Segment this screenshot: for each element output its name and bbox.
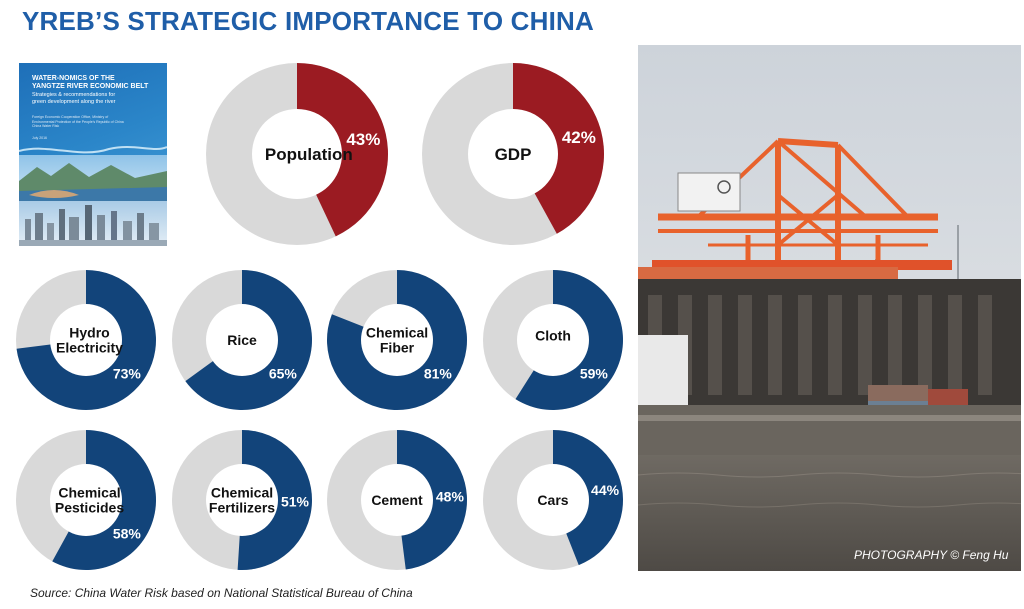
- donut-label-cloth: Cloth: [535, 328, 571, 344]
- donut-label-hydro-electricity: Hydro Electricity: [56, 325, 123, 356]
- donut-label-cement: Cement: [371, 492, 423, 508]
- donut-hole-gdp: [468, 109, 558, 199]
- page-title: YREB’S STRATEGIC IMPORTANCE TO CHINA: [22, 6, 595, 36]
- report-cover-photos: [19, 146, 167, 246]
- donut-value-cars: 44%: [591, 482, 620, 498]
- donut-rice: Rice 65%: [172, 270, 312, 411]
- photo-credit: PHOTOGRAPHY © Feng Hu: [854, 548, 1009, 562]
- donut-chemical-pesticides: Chemical Pesticides 58%: [16, 430, 156, 570]
- donut-cars: Cars 44%: [483, 430, 624, 570]
- donut-chemical-fiber: Chemical Fiber 81%: [326, 270, 467, 410]
- donut-value-population: 43%: [346, 130, 380, 149]
- donut-gdp: GDP 42%: [422, 63, 605, 245]
- donut-cloth: Cloth 59%: [483, 270, 623, 411]
- port-crane-photo: [638, 45, 1021, 571]
- source-note: Source: China Water Risk based on Nation…: [30, 586, 413, 600]
- donut-chemical-fertilizers: Chemical Fertilizers 51%: [172, 430, 312, 570]
- donut-label-chemical-fiber: Chemical Fiber: [366, 325, 428, 356]
- donut-value-cloth: 59%: [580, 366, 609, 382]
- report-cover-image: WATER-NOMICS OF THE YANGTZE RIVER ECONOM…: [19, 63, 167, 246]
- donut-hole-cars: [517, 464, 589, 536]
- donut-hole-cement: [361, 464, 433, 536]
- donut-segment-population: [297, 63, 388, 237]
- donut-label-gdp: GDP: [495, 145, 532, 164]
- report-cover-publisher: Foreign Economic Cooperation Office, Min…: [32, 115, 124, 128]
- donut-label-population: Population: [265, 145, 353, 164]
- donut-label-rice: Rice: [227, 332, 257, 348]
- report-cover-date: July 2016: [32, 136, 47, 140]
- donut-hole-population: [252, 109, 342, 199]
- donut-label-chemical-pesticides: Chemical Pesticides: [55, 485, 124, 516]
- donut-value-rice: 65%: [269, 366, 298, 382]
- donut-value-chemical-fiber: 81%: [424, 366, 453, 382]
- port-crane-illustration: [638, 45, 1021, 571]
- donut-cement: Cement 48%: [327, 430, 468, 570]
- donut-hole-rice: [206, 304, 278, 376]
- donut-hole-chemical-fertilizers: [206, 464, 278, 536]
- donut-value-cement: 48%: [436, 489, 465, 505]
- donut-hole-hydro-electricity: [50, 304, 122, 376]
- donut-hole-cloth: [517, 304, 589, 376]
- donut-hole-chemical-fiber: [361, 304, 433, 376]
- donut-value-gdp: 42%: [562, 128, 596, 147]
- report-cover-subtitle: Strategies & recommendations for green d…: [32, 92, 116, 105]
- donut-label-cars: Cars: [537, 492, 568, 508]
- report-cover-title: WATER-NOMICS OF THE YANGTZE RIVER ECONOM…: [32, 75, 149, 90]
- donut-value-chemical-pesticides: 58%: [113, 526, 142, 542]
- donut-value-chemical-fertilizers: 51%: [281, 494, 310, 510]
- donut-value-hydro-electricity: 73%: [113, 366, 142, 382]
- donut-hole-chemical-pesticides: [50, 464, 122, 536]
- donut-hydro-electricity: Hydro Electricity 73%: [16, 270, 157, 411]
- donut-label-chemical-fertilizers: Chemical Fertilizers: [209, 485, 275, 516]
